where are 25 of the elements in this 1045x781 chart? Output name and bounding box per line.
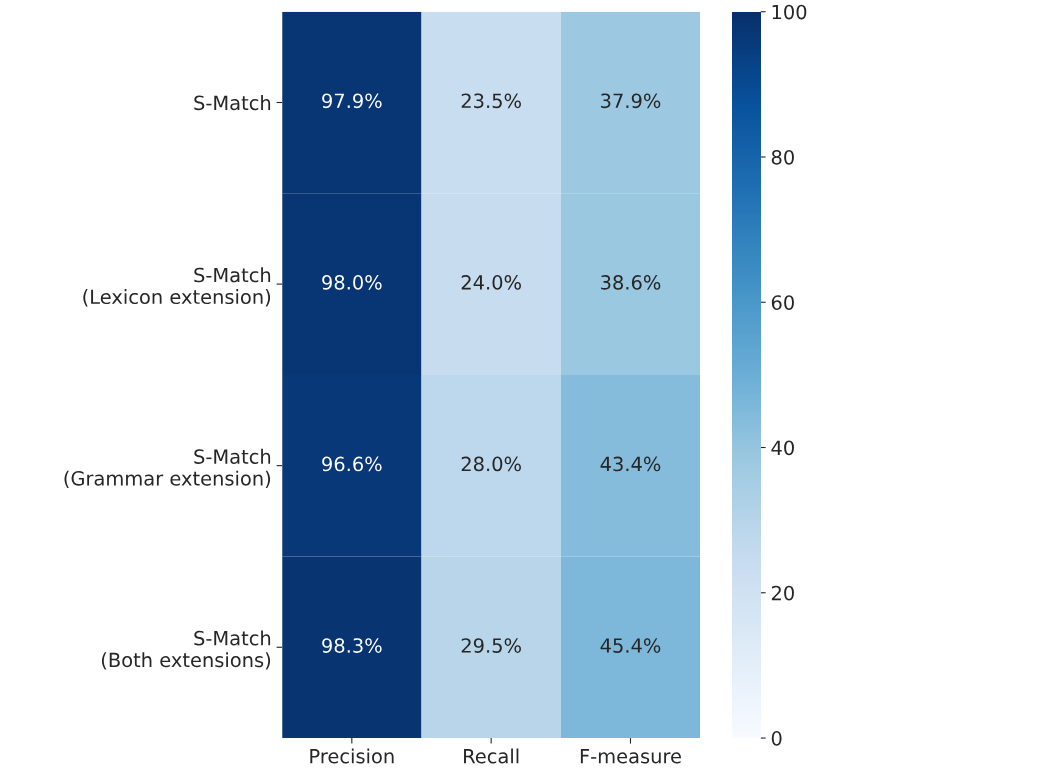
x-tick-label: Recall xyxy=(464,748,519,764)
data-label: 28.0% xyxy=(461,456,521,472)
data-label: 29.5% xyxy=(461,638,521,653)
y-tick-label: S-Match (Lexicon extension) xyxy=(83,267,271,307)
color-bar-label: 100 xyxy=(772,4,807,20)
y-tick-label: S-Match xyxy=(194,95,271,111)
data-label: 45.4% xyxy=(600,638,661,653)
data-label: 23.5% xyxy=(461,93,521,109)
data-label: 98.0% xyxy=(322,275,382,290)
data-label: 98.3% xyxy=(322,638,382,653)
data-label: 96.6% xyxy=(322,456,382,472)
color-bar-label: 80 xyxy=(771,149,794,165)
color-bar-label: 20 xyxy=(771,585,794,601)
data-label: 38.6% xyxy=(601,275,661,290)
color-bar-label: 60 xyxy=(771,295,794,310)
color-bar-label: 40 xyxy=(771,440,794,456)
x-tick-label: Precision xyxy=(310,748,394,764)
data-label: 37.9% xyxy=(601,93,661,109)
x-tick-label: F-measure xyxy=(580,749,681,764)
y-tick-label: S-Match (Both extensions) xyxy=(101,630,271,670)
data-label: 97.9% xyxy=(322,93,382,109)
data-label: 24.0% xyxy=(461,275,521,290)
color-bar-label: 0 xyxy=(771,731,782,746)
y-tick-label: S-Match (Grammar extension) xyxy=(64,448,271,488)
data-label: 43.4% xyxy=(600,456,661,472)
